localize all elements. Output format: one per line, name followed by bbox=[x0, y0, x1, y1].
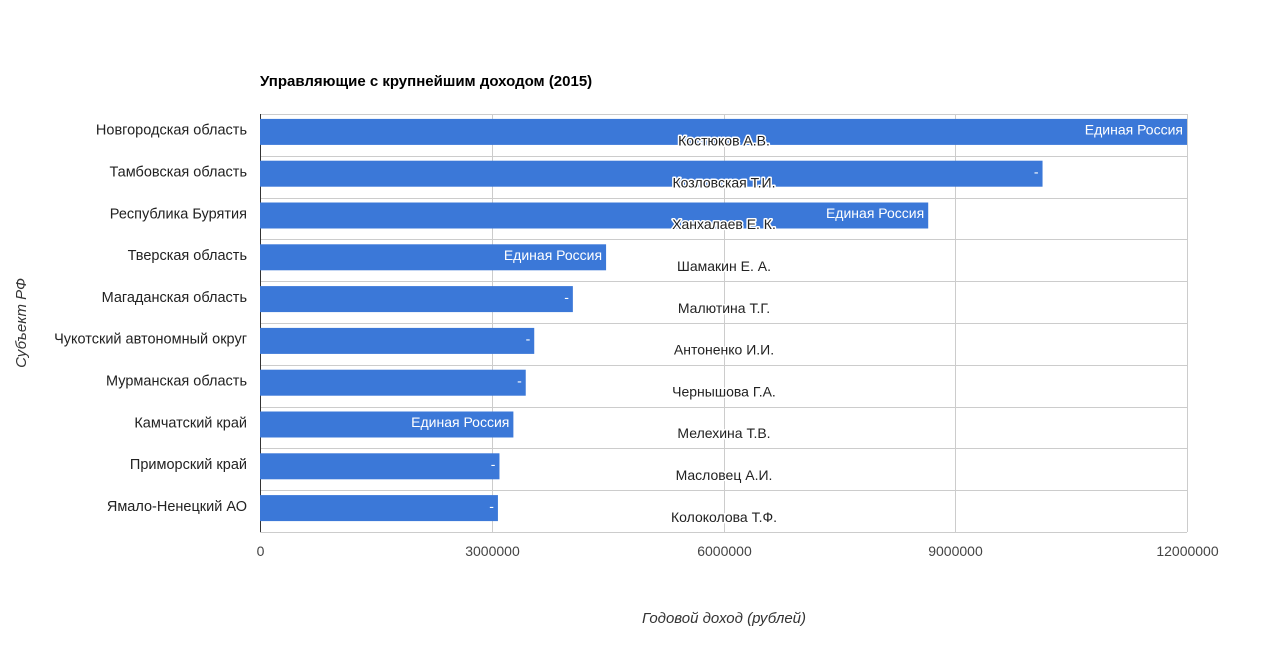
bar-name-label: Мелехина Т.В. bbox=[677, 425, 770, 441]
category-label: Мурманская область bbox=[106, 374, 247, 390]
bar-name-label: Малютина Т.Г. bbox=[678, 300, 770, 316]
y-axis-title: Субъект РФ bbox=[13, 278, 30, 368]
bar-party-label: Единая Россия bbox=[504, 247, 602, 263]
bar-name-label: Чернышова Г.А. bbox=[672, 383, 776, 399]
bar bbox=[260, 327, 535, 354]
bar bbox=[260, 202, 929, 229]
category-label: Чукотский автономный округ bbox=[54, 332, 247, 348]
x-tick-label: 3000000 bbox=[465, 543, 520, 559]
x-axis-title: Годовой доход (рублей) bbox=[642, 610, 806, 627]
bar-party-label: - bbox=[517, 372, 522, 388]
category-label: Камчатский край bbox=[134, 415, 247, 431]
category-label: Магаданская область bbox=[102, 290, 247, 306]
category-label: Приморский край bbox=[130, 457, 247, 473]
x-tick-label: 9000000 bbox=[928, 543, 983, 559]
category-label: Тамбовская область bbox=[109, 165, 247, 181]
bar-name-label: Колоколова Т.Ф. bbox=[671, 509, 777, 525]
category-label: Ямало-Ненецкий АО bbox=[107, 499, 247, 515]
bar-name-label: Шамакин Е. А. bbox=[677, 258, 771, 274]
x-tick-label: 12000000 bbox=[1156, 543, 1219, 559]
bar-party-label: Единая Россия bbox=[1085, 122, 1183, 138]
x-tick-label: 0 bbox=[257, 543, 265, 559]
bars bbox=[260, 118, 1187, 522]
bar-name-label: Антоненко И.И. bbox=[674, 342, 774, 358]
category-label: Республика Бурятия bbox=[110, 206, 247, 222]
bar-party-label: Единая Россия bbox=[826, 205, 924, 221]
bar-name-label: Масловец А.И. bbox=[676, 467, 773, 483]
bar-name-label: Ханхалаев Е. К. bbox=[672, 216, 776, 232]
bar bbox=[260, 244, 607, 271]
x-tick-labels: 0 3000000 6000000 9000000 12000000 bbox=[257, 543, 1219, 559]
bar bbox=[260, 118, 1187, 145]
bar-party-label: - bbox=[564, 289, 569, 305]
bar-name-label: Костюков А.В. bbox=[678, 133, 770, 149]
bar-party-label: - bbox=[1034, 163, 1039, 179]
bar bbox=[260, 286, 573, 313]
bar bbox=[260, 453, 500, 480]
bar-party-label: - bbox=[526, 331, 531, 347]
bar bbox=[260, 369, 526, 396]
name-labels: Костюков А.В. Козловская Т.И. Ханхалаев Е.… bbox=[670, 131, 779, 526]
category-label: Тверская область bbox=[128, 248, 247, 264]
category-labels: Новгородская область Тамбовская область Ре… bbox=[54, 123, 247, 515]
bar bbox=[260, 411, 514, 438]
bar-party-label: - bbox=[489, 498, 494, 514]
party-labels: Единая Россия - Единая Россия Единая Россия… bbox=[411, 122, 1183, 514]
x-tick-label: 6000000 bbox=[697, 543, 752, 559]
bar-party-label: - bbox=[491, 456, 496, 472]
bar-party-label: Единая Россия bbox=[411, 414, 509, 430]
chart-title: Управляющие с крупнейшим доходом (2015) bbox=[260, 73, 592, 90]
bar-name-label: Козловская Т.И. bbox=[673, 174, 776, 190]
bar bbox=[260, 160, 1043, 187]
category-label: Новгородская область bbox=[96, 123, 247, 139]
bar bbox=[260, 495, 498, 522]
